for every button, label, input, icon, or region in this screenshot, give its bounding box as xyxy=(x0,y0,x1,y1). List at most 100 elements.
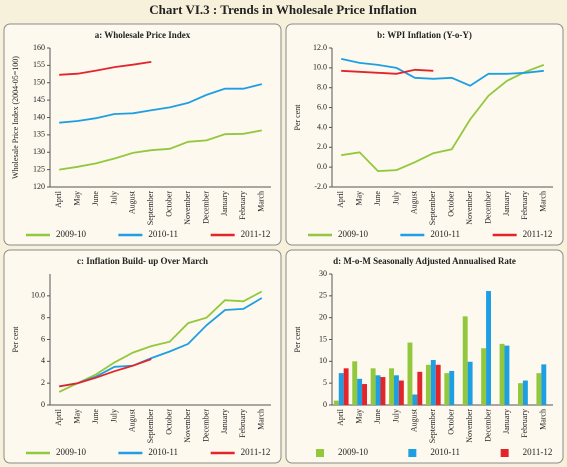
y-tick-label: 2.0 xyxy=(317,142,327,151)
y-tick-label: 6 xyxy=(41,334,45,343)
line xyxy=(59,129,262,171)
panel xyxy=(3,249,282,464)
x-tick-label: February xyxy=(238,191,247,220)
x-tick-label: May xyxy=(72,191,81,206)
legend-label: 2011-12 xyxy=(523,229,553,239)
y-tick-label: 120 xyxy=(33,182,45,191)
bar xyxy=(481,348,487,405)
x-tick-label: March xyxy=(539,409,548,430)
bar xyxy=(398,380,404,405)
x-tick-label: July xyxy=(391,409,400,422)
bar xyxy=(352,361,358,405)
x-tick-label: July xyxy=(109,409,118,422)
x-tick-label: April xyxy=(336,408,345,426)
bar xyxy=(522,380,528,405)
bar xyxy=(370,368,376,405)
bar xyxy=(417,371,423,405)
x-tick-label: October xyxy=(447,409,456,435)
y-axis-label: Per cent xyxy=(293,326,302,353)
x-tick-label: June xyxy=(91,191,100,206)
bar xyxy=(425,364,431,405)
x-tick-label: March xyxy=(539,191,548,212)
legend-swatch xyxy=(408,449,417,457)
x-tick-label: January xyxy=(502,409,511,434)
x-tick-label: April xyxy=(54,408,63,426)
bar xyxy=(449,370,455,405)
y-axis-label: Wholesale Price Index (2004-05=100) xyxy=(11,56,20,179)
bar xyxy=(333,400,339,405)
x-tick-label: March xyxy=(257,409,266,430)
x-tick-label: May xyxy=(354,191,363,206)
bar xyxy=(444,373,450,405)
legend-label: 2010-11 xyxy=(148,229,178,239)
x-tick-label: December xyxy=(201,191,210,224)
x-tick-label: August xyxy=(128,408,137,432)
line xyxy=(341,58,544,87)
panel xyxy=(3,23,282,246)
x-tick-label: October xyxy=(447,191,456,217)
panel-title: d: M-o-M Seasonally Adjusted Annualised … xyxy=(333,256,516,266)
x-tick-label: August xyxy=(128,190,137,214)
x-tick-label: November xyxy=(465,409,474,443)
y-tick-label: 10.0 xyxy=(313,63,327,72)
bar xyxy=(357,378,363,405)
y-tick-label: 0.0 xyxy=(317,162,327,171)
legend-label: 2009-10 xyxy=(56,447,86,457)
x-tick-label: June xyxy=(373,409,382,424)
x-tick-label: January xyxy=(220,409,229,434)
legend-label: 2010-11 xyxy=(430,229,460,239)
x-tick-label: October xyxy=(165,191,174,217)
legend-label: 2009-10 xyxy=(338,447,368,457)
x-tick-label: April xyxy=(54,190,63,208)
x-tick-label: May xyxy=(72,409,81,424)
bar xyxy=(504,345,510,405)
bar xyxy=(389,368,395,405)
bar xyxy=(467,361,473,405)
bar xyxy=(380,377,386,405)
legend-swatch xyxy=(500,449,509,457)
y-tick-label: 12.0 xyxy=(313,43,327,52)
x-tick-label: February xyxy=(520,409,529,438)
x-tick-label: September xyxy=(146,191,155,226)
x-tick-label: January xyxy=(502,191,511,216)
page-title: Chart VI.3 : Trends in Wholesale Price I… xyxy=(149,2,417,17)
x-tick-label: March xyxy=(257,191,266,212)
panel-title: b: WPI Inflation (Y-o-Y) xyxy=(377,30,472,40)
x-tick-label: September xyxy=(428,409,437,444)
bar xyxy=(430,360,436,405)
bar xyxy=(338,373,344,405)
x-tick-label: December xyxy=(483,191,492,224)
y-tick-label: 8.0 xyxy=(317,83,327,92)
legend-label: 2011-12 xyxy=(241,447,271,457)
bar xyxy=(343,368,349,405)
y-tick-label: 5 xyxy=(323,378,327,387)
legend-label: 2009-10 xyxy=(56,229,86,239)
y-tick-label: 160 xyxy=(33,43,45,52)
legend-label: 2009-10 xyxy=(338,229,368,239)
y-tick-label: 4.0 xyxy=(317,122,327,131)
legend-label: 2010-11 xyxy=(430,447,460,457)
y-tick-label: 140 xyxy=(33,112,45,121)
x-tick-label: November xyxy=(183,409,192,443)
panel xyxy=(285,249,564,464)
x-tick-label: October xyxy=(165,409,174,435)
y-tick-label: 125 xyxy=(33,164,45,173)
legend-swatch xyxy=(316,449,324,457)
y-tick-label: 130 xyxy=(33,147,45,156)
x-tick-label: September xyxy=(146,409,155,444)
y-axis-label: Per cent xyxy=(11,326,20,353)
line xyxy=(341,64,545,173)
bar xyxy=(394,375,399,405)
bar xyxy=(486,291,491,405)
y-tick-label: 4 xyxy=(41,356,45,365)
legend-label: 2010-11 xyxy=(148,447,178,457)
y-tick-label: 6.0 xyxy=(317,102,327,111)
x-tick-label: August xyxy=(410,408,419,432)
x-tick-label: November xyxy=(183,191,192,225)
y-axis-label: Per cent xyxy=(293,104,302,131)
x-tick-label: June xyxy=(373,191,382,206)
bar xyxy=(412,394,418,405)
y-tick-label: 150 xyxy=(33,78,45,87)
y-tick-label: -2.0 xyxy=(314,182,327,191)
